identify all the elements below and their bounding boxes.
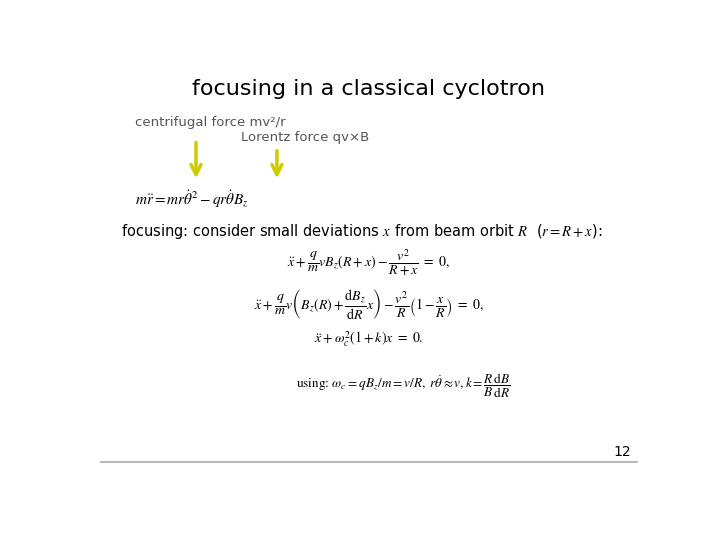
Text: $m\ddot{r} = mr\dot{\theta}^2 - qr\dot{\theta}B_z$: $m\ddot{r} = mr\dot{\theta}^2 - qr\dot{\… bbox=[135, 188, 248, 209]
Text: 12: 12 bbox=[613, 445, 631, 459]
Text: focusing in a classical cyclotron: focusing in a classical cyclotron bbox=[192, 79, 546, 99]
Text: focusing: consider small deviations $x$ from beam orbit $R$  ($r = R+x$):: focusing: consider small deviations $x$ … bbox=[121, 222, 602, 241]
Text: $\ddot{x} + \dfrac{q}{m}v\left(B_z(R) + \dfrac{\mathrm{d}B_z}{\mathrm{d}R}x\righ: $\ddot{x} + \dfrac{q}{m}v\left(B_z(R) + … bbox=[254, 287, 484, 321]
Text: using: $\omega_c = qB_z/m = v/R,\ r\dot{\theta} \approx v, k = \dfrac{R}{B}\dfra: using: $\omega_c = qB_z/m = v/R,\ r\dot{… bbox=[297, 372, 510, 400]
Text: $\ddot{x} + \omega_c^2(1+k)x \ = \ 0.$: $\ddot{x} + \omega_c^2(1+k)x \ = \ 0.$ bbox=[314, 329, 424, 349]
Text: $\ddot{x} + \dfrac{q}{m}vB_z(R+x) - \dfrac{v^2}{R+x} \ = \ 0,$: $\ddot{x} + \dfrac{q}{m}vB_z(R+x) - \dfr… bbox=[287, 248, 451, 277]
Text: centrifugal force mv²/r: centrifugal force mv²/r bbox=[135, 116, 285, 129]
Text: Lorentz force qv×B: Lorentz force qv×B bbox=[240, 131, 369, 144]
Text: ✱: ✱ bbox=[102, 439, 106, 455]
